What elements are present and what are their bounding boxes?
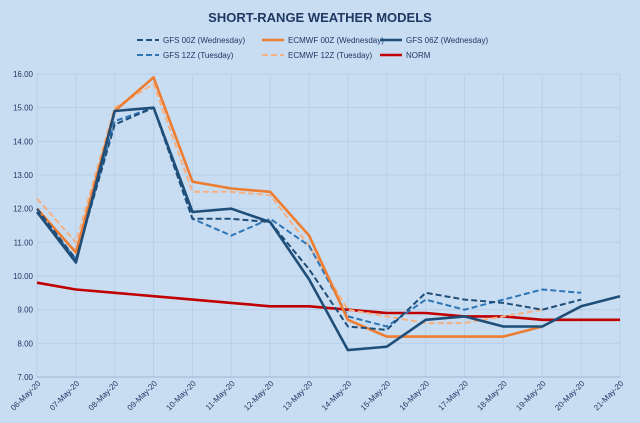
y-tick-label: 11.00 — [14, 238, 34, 247]
y-tick-label: 14.00 — [13, 137, 34, 146]
series-line-1 — [36, 76, 543, 338]
series-layer — [35, 76, 621, 352]
y-tick-label: 12.00 — [13, 205, 34, 214]
y-tick-label: 16.00 — [13, 70, 34, 79]
series-line-2 — [35, 106, 621, 352]
series-line-3 — [36, 106, 582, 328]
y-tick-label: 8.00 — [17, 339, 33, 348]
legend-label-1: ECMWF 00Z (Wednesday) — [288, 36, 384, 45]
series-line-0 — [36, 106, 582, 331]
legend-label-5: NORM — [406, 51, 431, 60]
grid-lines — [36, 73, 621, 378]
legend-label-4: ECMWF 12Z (Tuesday) — [288, 51, 372, 60]
y-tick-label: 15.00 — [13, 104, 34, 113]
y-tick-label: 9.00 — [17, 306, 33, 315]
chart-title: SHORT-RANGE WEATHER MODELS — [208, 10, 432, 25]
y-tick-label: 10.00 — [13, 272, 34, 281]
y-axis: 7.00 8.00 9.00 10.00 11.00 12.00 13.00 14.00 15.… — [13, 70, 34, 382]
legend: GFS 00Z (Wednesday) ECMWF 00Z (Wednesday)… — [137, 36, 488, 60]
y-tick-label: 13.00 — [13, 171, 34, 180]
legend-label-2: GFS 06Z (Wednesday) — [406, 36, 488, 45]
series-line-5 — [36, 281, 620, 322]
legend-label-0: GFS 00Z (Wednesday) — [163, 36, 245, 45]
y-tick-label: 7.00 — [17, 373, 33, 382]
legend-label-3: GFS 12Z (Tuesday) — [163, 51, 234, 60]
series-line-4 — [36, 83, 543, 325]
